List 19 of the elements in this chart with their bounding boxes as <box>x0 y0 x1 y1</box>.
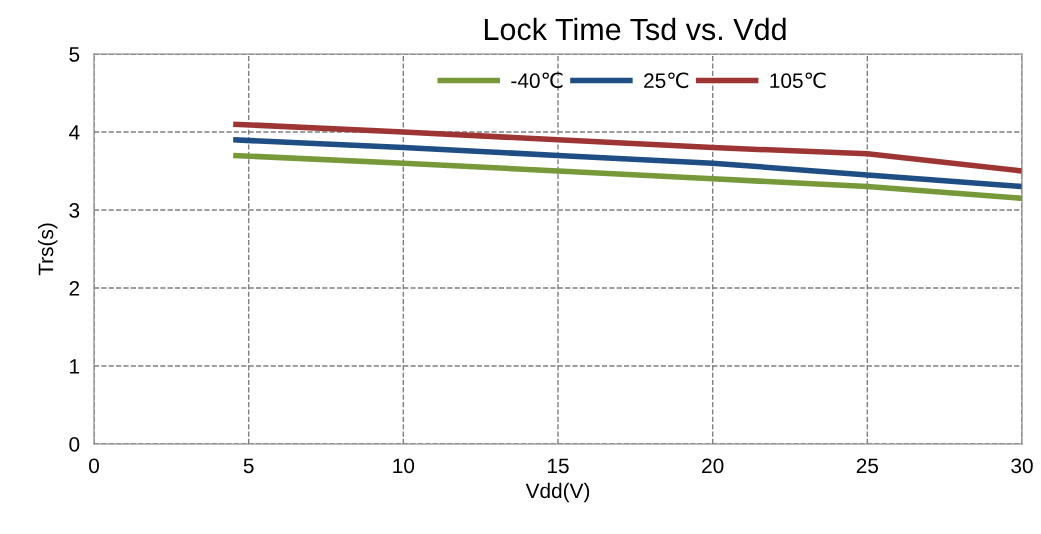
y-tick-label: 2 <box>69 281 80 296</box>
legend-label: 105℃ <box>770 72 826 89</box>
x-tick-label: 10 <box>393 458 415 474</box>
legend-label: 25℃ <box>644 72 689 89</box>
x-tick-label: 20 <box>702 458 724 474</box>
y-tick-label: 5 <box>69 47 80 62</box>
x-axis-title: Vdd(V) <box>525 482 590 503</box>
x-tick-label: 30 <box>1011 458 1033 474</box>
y-tick-label: 3 <box>69 203 80 218</box>
x-tick-label: 15 <box>548 458 569 474</box>
y-tick-label: 1 <box>70 359 80 374</box>
chart-title: Lock Time Tsd vs. Vdd <box>484 17 786 41</box>
y-tick-label: 4 <box>69 125 80 140</box>
y-tick-label: 0 <box>69 437 80 452</box>
x-tick-label: 5 <box>243 458 254 474</box>
legend-label: -40℃ <box>511 72 563 89</box>
y-axis-title: Trs(s) <box>37 223 58 276</box>
x-tick-label: 0 <box>89 458 99 474</box>
x-tick-label: 25 <box>856 458 879 474</box>
